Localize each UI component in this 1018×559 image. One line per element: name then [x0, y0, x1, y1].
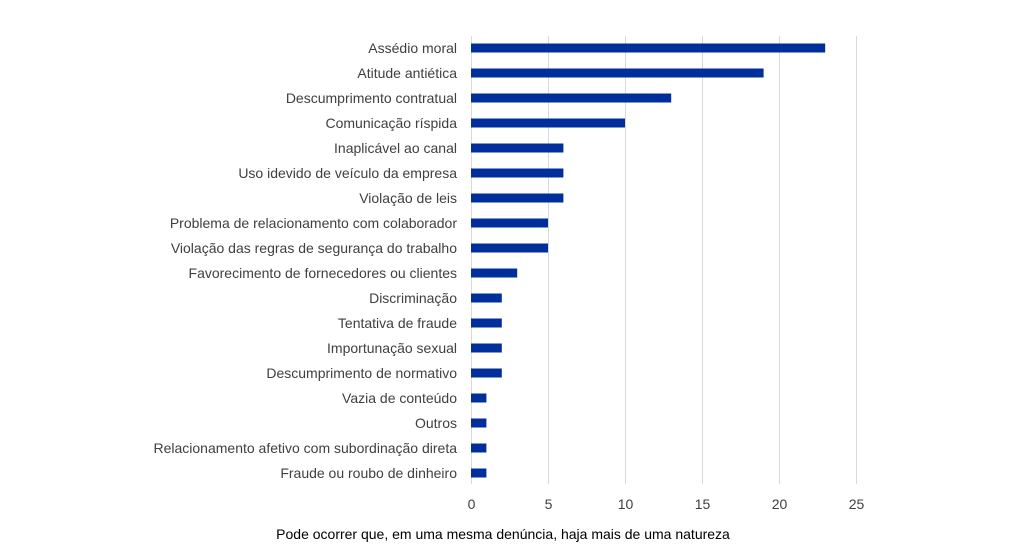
category-label: Tentativa de fraude: [338, 315, 457, 331]
x-tick-label: 0: [468, 496, 476, 512]
bar: [471, 43, 826, 53]
category-label: Inaplicável ao canal: [334, 140, 457, 156]
category-label: Violação de leis: [359, 190, 457, 206]
bar: [471, 168, 564, 178]
x-tick-label: 25: [849, 496, 865, 512]
bar: [471, 93, 672, 103]
category-label: Descumprimento de normativo: [266, 365, 457, 381]
bar: [471, 418, 487, 428]
category-label: Fraude ou roubo de dinheiro: [280, 465, 457, 481]
bar: [471, 343, 502, 353]
chart-svg: 0 5 10 15 20 25 Assédio moral Atitude antiética…: [153, 36, 865, 512]
category-label: Violação das regras de segurança do trab…: [171, 240, 457, 256]
bar: [471, 218, 548, 228]
bar: [471, 143, 564, 153]
category-label: Outros: [415, 415, 457, 431]
category-label: Problema de relacionamento com colaborad…: [170, 215, 457, 231]
chart-caption: Pode ocorrer que, em uma mesma denúncia,…: [276, 526, 730, 542]
category-label: Discriminação: [369, 290, 457, 306]
category-label: Uso idevido de veículo da empresa: [238, 165, 457, 181]
bar: [471, 468, 487, 478]
category-label: Favorecimento de fornecedores ou cliente…: [189, 265, 457, 281]
category-label: Relacionamento afetivo com subordinação …: [153, 440, 457, 456]
bar: [471, 268, 518, 278]
x-tick-label: 10: [618, 496, 634, 512]
bar: [471, 368, 502, 378]
category-label: Atitude antiética: [357, 65, 457, 81]
category-label: Descumprimento contratual: [286, 90, 457, 106]
x-tick-label: 15: [695, 496, 711, 512]
category-label: Comunicação ríspida: [325, 115, 457, 131]
category-label: Importunação sexual: [327, 340, 457, 356]
bar: [471, 318, 502, 328]
bar: [471, 243, 548, 253]
x-tick-label: 20: [772, 496, 788, 512]
bar: [471, 193, 564, 203]
category-label: Assédio moral: [368, 40, 457, 56]
category-label: Vazia de conteúdo: [342, 390, 457, 406]
bar: [471, 118, 625, 128]
bar: [471, 443, 487, 453]
bar: [471, 293, 502, 303]
bar: [471, 393, 487, 403]
bar: [471, 68, 764, 78]
x-tick-label: 5: [545, 496, 553, 512]
